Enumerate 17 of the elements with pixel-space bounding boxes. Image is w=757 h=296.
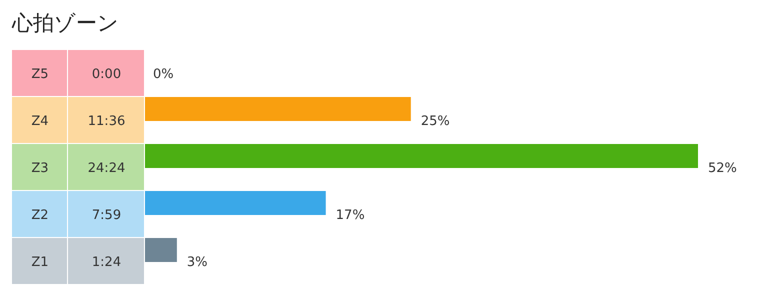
data-label: 17% xyxy=(336,208,365,223)
y-tick-label: Z4 xyxy=(31,114,49,129)
y-tick-label: Z1 xyxy=(31,255,49,270)
y-tick-label: Z2 xyxy=(31,208,49,223)
text: 1:24 xyxy=(92,255,122,270)
text: 24:24 xyxy=(88,161,126,176)
text: 11:36 xyxy=(88,114,126,129)
data-label: 52% xyxy=(708,161,737,176)
data-label: 3% xyxy=(186,255,208,270)
y-tick-label: Z3 xyxy=(31,161,49,176)
data-label: 25% xyxy=(420,114,450,129)
text: 0:00 xyxy=(92,67,122,82)
y-tick-label: Z5 xyxy=(31,67,49,82)
bar xyxy=(145,238,177,262)
chart-title: 心拍ゾーン xyxy=(11,11,119,35)
text: 7:59 xyxy=(92,208,122,223)
data-label: 0% xyxy=(153,67,174,82)
